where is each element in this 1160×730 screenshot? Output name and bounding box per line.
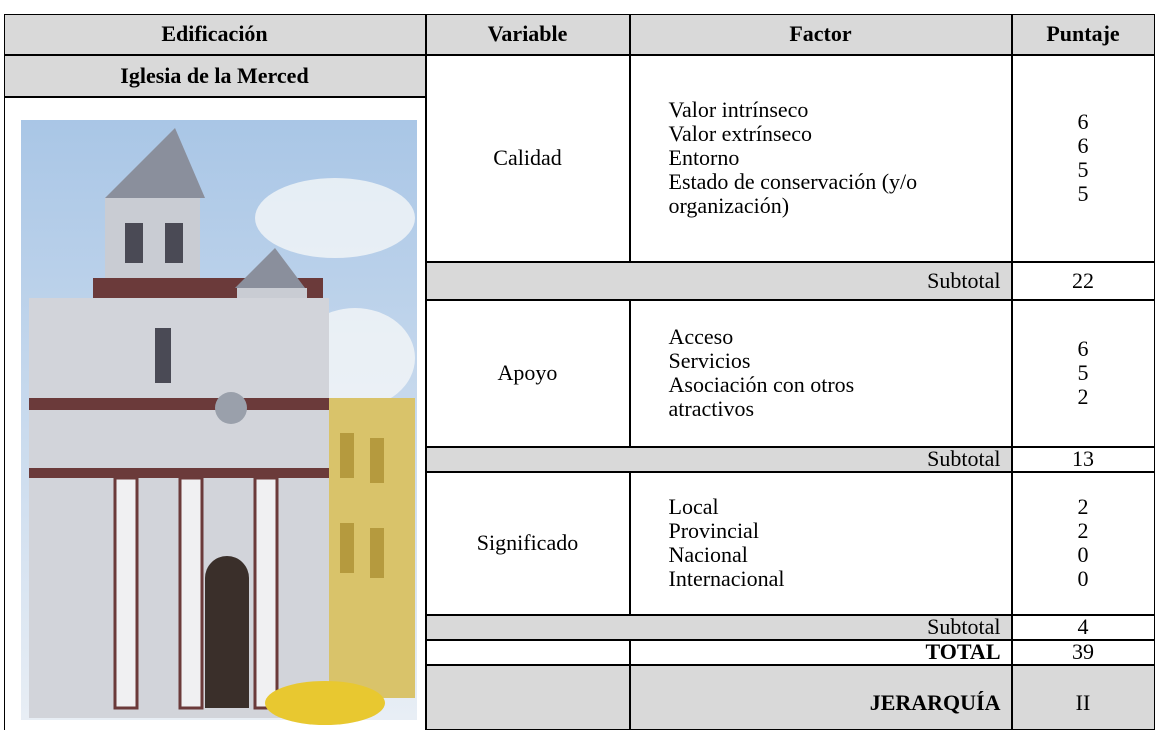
factor: Asociación con otros atractivos [668, 372, 855, 421]
subtotal-label: Subtotal [425, 261, 1012, 300]
variable: Apoyo [425, 299, 630, 447]
score: 0 [1077, 542, 1089, 567]
factors: Local Provincial Nacional Internacional [629, 471, 1012, 615]
subtotal-label: Subtotal [425, 614, 1012, 640]
building-photo [3, 96, 426, 730]
page: Edificación Variable Factor Puntaje Iglesia … [3, 13, 1155, 730]
score: 6 [1077, 336, 1089, 361]
variable: Calidad [425, 54, 630, 262]
photo [20, 119, 417, 725]
column-header: Puntaje [1011, 13, 1155, 55]
total-value: 39 [1011, 639, 1155, 665]
factor: Valor intrínseco [668, 97, 809, 122]
score: 2 [1077, 518, 1089, 543]
score: 0 [1077, 566, 1089, 591]
subtotal-value: 4 [1011, 614, 1155, 640]
score: 5 [1077, 181, 1089, 206]
empty-cell [425, 639, 630, 665]
column-header: Factor [629, 13, 1012, 55]
factors: Valor intrínseco Valor extrínseco Entorno E… [629, 54, 1012, 262]
score: 6 [1077, 133, 1089, 158]
factor: Estado de conservación (y/o organización… [668, 169, 918, 218]
factor: Acceso [668, 324, 734, 349]
column-header: Variable [425, 13, 630, 55]
score: 2 [1077, 494, 1089, 519]
score: 5 [1077, 360, 1089, 385]
score: 5 [1077, 157, 1089, 182]
variable: Significado [425, 471, 630, 615]
score: 6 [1077, 109, 1089, 134]
factor: Internacional [668, 566, 785, 591]
factor: Nacional [668, 542, 748, 567]
empty-cell [425, 664, 630, 730]
factor: Local [668, 494, 719, 519]
factor: Entorno [668, 145, 740, 170]
subtotal-value: 13 [1011, 446, 1155, 472]
factors: Acceso Servicios Asociación con otros atra… [629, 299, 1012, 447]
factor: Servicios [668, 348, 751, 373]
subtotal-label: Subtotal [425, 446, 1012, 472]
hierarchy-value: II [1011, 664, 1155, 730]
subtotal-value: 22 [1011, 261, 1155, 300]
total-label: TOTAL [629, 639, 1012, 665]
factor: Provincial [668, 518, 759, 543]
building-name: Iglesia de la Merced [3, 54, 426, 97]
column-header: Edificación [3, 13, 426, 55]
hierarchy-label: JERARQUÍA [629, 664, 1012, 730]
score: 2 [1077, 384, 1089, 409]
factor: Valor extrínseco [668, 121, 813, 146]
